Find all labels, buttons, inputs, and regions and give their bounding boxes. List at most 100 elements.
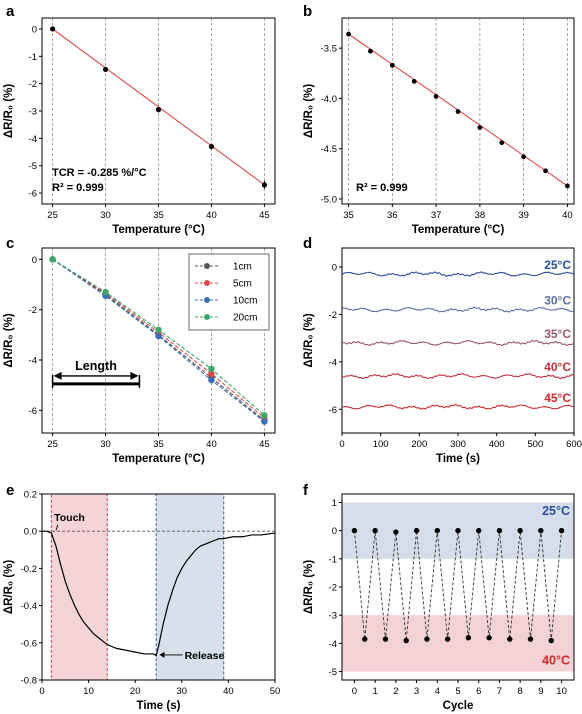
y-tick-label: 0.2 [24,490,37,501]
x-tick-label: 500 [527,439,543,450]
cycle-point [527,636,534,642]
data-point [455,109,461,114]
trace-35°C [341,339,575,347]
data-point [208,143,215,150]
plot-frame [341,17,575,205]
series-point-20cm [155,326,162,334]
x-tick-label: 400 [489,439,505,450]
series-line-1cm [52,258,265,421]
y-tick-label: -5 [29,161,37,172]
legend-marker [204,297,210,303]
cycle-point [351,527,358,534]
x-tick-label: 0 [352,686,357,697]
x-tick-label: 10 [556,686,567,697]
trace-30°C [341,306,575,313]
temperature-label: 45°C [544,391,571,405]
series-point-10cm [261,418,268,425]
x-tick-label: 40 [206,210,217,221]
y-tick-label: -4.0 [321,94,337,105]
series-point-20cm [49,256,56,263]
panel-c: c 25 30 35 40 45 0 -2 -4 -6 Temperature (°C) ΔR/R₀ … [3,235,276,465]
data-point [368,48,373,54]
panel-e: e 0 10 20 30 40 50 0.2 0.0 -0.2 -0.4 -0.6 -0.8 Time (… [3,482,280,712]
x-tick-label: 38 [475,210,486,221]
y-axis-label: ΔR/R₀ (%) [3,313,15,368]
cycle-point [372,527,378,534]
temperature-bands [342,502,574,672]
y-tick-label: -4.5 [321,144,337,155]
band-40c [342,615,574,672]
x-tick-label: 1 [372,686,377,697]
y-tick-label: -4 [329,357,337,368]
legend-label: 20cm [233,313,257,324]
y-tick-label: -3.5 [321,44,337,55]
series-point-20cm [261,412,268,419]
x-tick-label: 30 [177,686,188,697]
plot-frame [341,247,575,434]
x-tick-label: 10 [83,686,94,697]
x-tick-label: 0 [39,686,44,697]
x-tick-label: 30 [100,439,111,450]
x-tick-label: 45 [259,439,270,450]
x-tick-label: 5 [455,686,460,697]
y-tick-label: -3 [329,611,337,622]
x-tick-label: 8 [517,686,522,697]
release-label: Release [185,650,225,662]
x-tick-label: 0 [339,439,344,450]
r2-annotation: R² = 0.999 [356,182,408,194]
cycle-point [362,636,368,642]
trace-45°C [341,403,575,410]
x-tick-label: 20 [130,686,141,697]
x-tick-label: 25 [47,210,58,221]
y-tick-label: 0.0 [24,527,37,538]
legend-marker [204,280,210,286]
x-tick-label: 50 [270,686,281,697]
x-tick-label: 35 [343,210,354,221]
x-tick-label: 30 [100,210,111,221]
cycle-point [538,527,544,534]
cycle-point [393,529,399,535]
touch-window [50,493,108,681]
y-tick-label: -5 [329,667,337,678]
label-40c: 40°C [542,654,570,668]
cycle-line [353,530,563,641]
legend-label: 5cm [233,279,252,290]
x-tick-label: 37 [431,210,442,221]
y-tick-label: -0.2 [21,564,37,575]
plot-frame [41,493,276,681]
y-axis-label: ΔR/R₀ (%) [3,560,15,615]
data-point [389,62,395,68]
x-tick-label: 4 [435,686,440,697]
y-tick-label: -2 [29,79,37,90]
panel-letter: c [6,235,14,252]
arrow-left-icon [159,651,165,658]
temperature-label: 40°C [544,360,571,374]
temperature-label: 35°C [544,327,571,341]
x-tick-label: 300 [450,439,466,450]
y-axis-label: ΔR/R₀ (%) [303,84,315,139]
data-point [261,182,268,188]
data-point [565,183,570,189]
tcr-annotation: TCR = -0.285 %/°C [52,167,147,179]
data-point [155,107,162,113]
y-tick-label: -0.6 [21,638,37,649]
panel-letter: e [6,482,14,499]
panel-b: b 35 36 37 38 39 40 -3.5 -4.0 -4.5 -5.0 Temperature… [303,3,575,236]
legend-marker [204,263,210,269]
x-tick-label: 35 [153,210,164,221]
y-axis-label: ΔR/R₀ (%) [3,84,15,139]
y-tick-label: -2 [29,305,37,316]
series-point-20cm [102,288,109,296]
cycle-point [444,636,451,642]
y-tick-label: -2 [329,583,337,594]
y-tick-label: 0 [332,526,337,537]
cycle-point [413,527,420,534]
trace-40°C [341,372,575,380]
temperature-label: 25°C [544,258,571,272]
y-axis-label: ΔR/R₀ (%) [303,313,315,368]
legend-label: 10cm [233,296,257,307]
y-tick-label: -2 [329,310,337,321]
cycle-point [486,635,492,641]
x-axis-label: Cycle [443,700,474,712]
legend-marker [204,314,210,320]
